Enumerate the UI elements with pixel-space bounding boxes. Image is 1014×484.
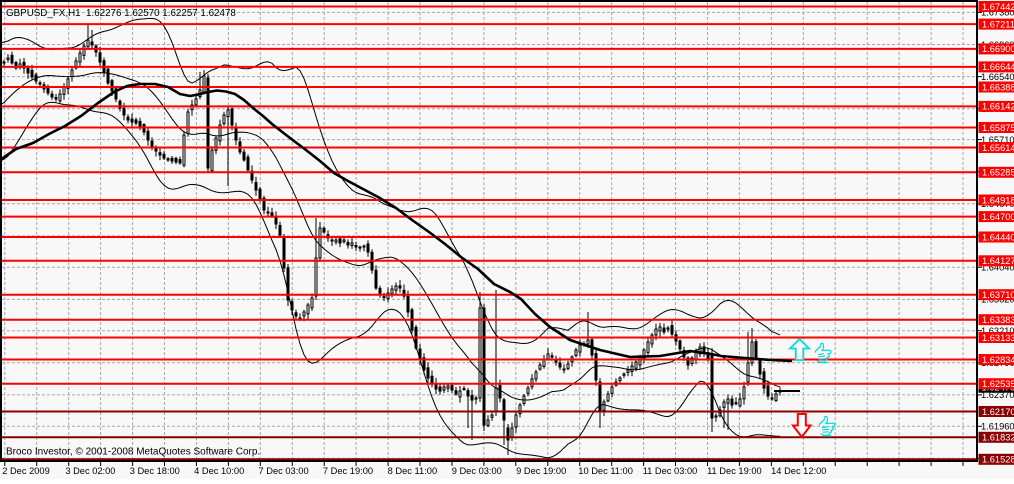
svg-text:1.67211: 1.67211 <box>982 19 1014 29</box>
svg-text:3 Dec 02:00: 3 Dec 02:00 <box>65 466 115 476</box>
svg-text:14 Dec 12:00: 14 Dec 12:00 <box>771 466 826 476</box>
svg-text:1.62535: 1.62535 <box>982 379 1014 389</box>
svg-text:1.65875: 1.65875 <box>982 123 1014 133</box>
svg-text:11 Dec 19:00: 11 Dec 19:00 <box>707 466 762 476</box>
svg-text:1.64440: 1.64440 <box>982 232 1014 242</box>
svg-text:7 Dec 03:00: 7 Dec 03:00 <box>259 466 309 476</box>
svg-text:1.66540: 1.66540 <box>981 72 1014 82</box>
svg-text:9 Dec 19:00: 9 Dec 19:00 <box>516 466 566 476</box>
svg-text:3 Dec 18:00: 3 Dec 18:00 <box>130 466 180 476</box>
svg-text:1.61832: 1.61832 <box>982 433 1014 443</box>
svg-text:1.62170: 1.62170 <box>982 407 1014 417</box>
svg-text:1.66388: 1.66388 <box>982 82 1014 92</box>
svg-text:1.61528: 1.61528 <box>982 455 1014 465</box>
svg-text:2 Dec 2009: 2 Dec 2009 <box>2 466 50 476</box>
svg-text:1.61960: 1.61960 <box>981 422 1014 432</box>
svg-text:1.67442: 1.67442 <box>982 2 1014 12</box>
svg-text:1.64918: 1.64918 <box>982 195 1014 205</box>
svg-text:1.63710: 1.63710 <box>982 290 1014 300</box>
svg-text:11 Dec 03:00: 11 Dec 03:00 <box>643 466 698 476</box>
svg-text:1.63133: 1.63133 <box>982 333 1014 343</box>
svg-text:1.64127: 1.64127 <box>982 256 1014 266</box>
svg-text:4 Dec 10:00: 4 Dec 10:00 <box>194 466 244 476</box>
svg-text:1.66900: 1.66900 <box>982 44 1014 54</box>
svg-text:8 Dec 11:00: 8 Dec 11:00 <box>388 466 437 476</box>
svg-text:Broco Investor, © 2001-2008 Me: Broco Investor, © 2001-2008 MetaQuotes S… <box>6 447 260 458</box>
svg-text:1.62834: 1.62834 <box>982 355 1014 365</box>
svg-text:1.64700: 1.64700 <box>982 212 1014 222</box>
svg-text:9 Dec 03:00: 9 Dec 03:00 <box>452 466 502 476</box>
svg-text:10 Dec 11:00: 10 Dec 11:00 <box>578 466 633 476</box>
svg-text:1.66142: 1.66142 <box>982 102 1014 112</box>
svg-text:1.66644: 1.66644 <box>982 62 1014 72</box>
svg-text:GBPUSD_FX,H1 1.62276 1.62570: GBPUSD_FX,H1 1.62276 1.62570 1.62257 1.6… <box>6 8 236 19</box>
svg-text:1.63383: 1.63383 <box>982 315 1014 325</box>
svg-text:1.65285: 1.65285 <box>982 168 1014 178</box>
svg-text:7 Dec 19:00: 7 Dec 19:00 <box>323 466 373 476</box>
svg-text:1.65614: 1.65614 <box>982 143 1014 153</box>
